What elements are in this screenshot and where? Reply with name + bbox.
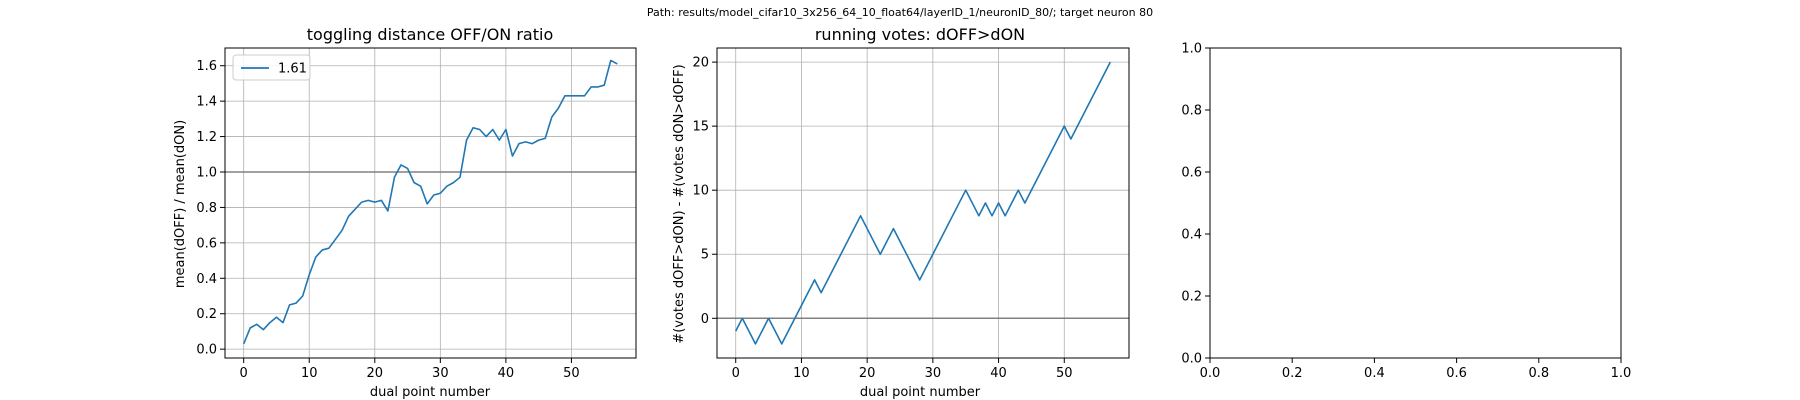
votes-chart-xtick-label: 30	[925, 366, 942, 381]
empty-chart-ytick-label: 1.0	[1181, 42, 1202, 57]
ratio-chart-ytick-label: 0.4	[196, 272, 217, 287]
votes-chart-ytick-label: 0	[701, 312, 709, 327]
ratio-chart-axes-frame	[224, 47, 637, 359]
votes-chart-xtick-label: 0	[732, 366, 740, 381]
ratio-chart-legend	[232, 54, 311, 81]
ratio-chart-xtick-label: 20	[367, 366, 384, 381]
ratio-chart-ytick-label: 1.6	[196, 59, 217, 74]
ratio-chart-ylabel: mean(dOFF) / mean(dON)	[173, 120, 188, 288]
ratio-chart-ytick-label: 1.4	[196, 95, 217, 110]
votes-chart-ytick-label: 5	[701, 248, 709, 263]
votes-chart-xlabel: dual point number	[860, 385, 981, 400]
empty-chart-xtick-label: 0.6	[1446, 366, 1467, 381]
votes-chart-ytick-label: 20	[692, 56, 709, 71]
empty-chart-axes-frame	[1209, 47, 1622, 359]
ratio-chart-xtick-label: 10	[301, 366, 318, 381]
empty-chart-ytick-label: 0.4	[1181, 228, 1202, 243]
empty-chart-xtick-label: 0.0	[1200, 366, 1221, 381]
empty-chart-xtick-label: 1.0	[1611, 366, 1632, 381]
empty-chart-xtick-label: 0.8	[1528, 366, 1549, 381]
votes-chart-xtick-label: 10	[793, 366, 810, 381]
votes-chart: running votes: dOFF>dON dual point numbe…	[672, 25, 1130, 400]
ratio-chart-xtick-label: 0	[240, 366, 248, 381]
ratio-chart-ytick-label: 1.0	[196, 166, 217, 181]
ratio-chart-ytick-label: 0.0	[196, 343, 217, 358]
ratio-chart-ytick-label: 1.2	[196, 130, 217, 145]
empty-chart-ytick-label: 0.0	[1181, 352, 1202, 367]
empty-chart-ytick-label: 0.8	[1181, 104, 1202, 119]
ratio-chart-ytick-label: 0.2	[196, 307, 217, 322]
votes-chart-series-line	[735, 61, 1111, 345]
votes-chart-title: running votes: dOFF>dON	[815, 25, 1025, 44]
figure-suptitle: Path: results/model_cifar10_3x256_64_10_…	[647, 6, 1153, 19]
ratio-chart-xlabel: dual point number	[370, 385, 491, 400]
votes-chart-ytick-label: 15	[692, 120, 709, 135]
ratio-chart-xtick-label: 40	[498, 366, 515, 381]
ratio-chart-xtick-label: 30	[432, 366, 449, 381]
empty-chart-ytick-label: 0.2	[1181, 290, 1202, 305]
empty-chart-ytick-label: 0.6	[1181, 166, 1202, 181]
ratio-chart-xtick-label: 50	[563, 366, 580, 381]
ratio-chart-ytick-label: 0.8	[196, 201, 217, 216]
votes-chart-xtick-label: 50	[1056, 366, 1073, 381]
empty-chart-xtick-label: 0.4	[1364, 366, 1385, 381]
ratio-chart-legend-label: 1.61	[278, 62, 307, 77]
votes-chart-ytick-label: 10	[692, 184, 709, 199]
votes-chart-axes-frame	[716, 47, 1130, 359]
ratio-chart-series-line	[242, 59, 618, 345]
ratio-chart: toggling distance OFF/ON ratio dual poin…	[173, 25, 637, 400]
votes-chart-xtick-label: 20	[859, 366, 876, 381]
ratio-chart-ytick-label: 0.6	[196, 236, 217, 251]
ratio-chart-title: toggling distance OFF/ON ratio	[307, 25, 553, 44]
empty-chart: 0.0 0.2 0.4 0.6 0.8 1.0 0.0 0.2 0.4 0.6 0.8 1.0	[1181, 42, 1631, 382]
empty-chart-xtick-label: 0.2	[1282, 366, 1303, 381]
votes-chart-ylabel: #(votes dOFF>dON) - #(votes dON>dOFF)	[672, 64, 687, 343]
votes-chart-xtick-label: 40	[990, 366, 1007, 381]
